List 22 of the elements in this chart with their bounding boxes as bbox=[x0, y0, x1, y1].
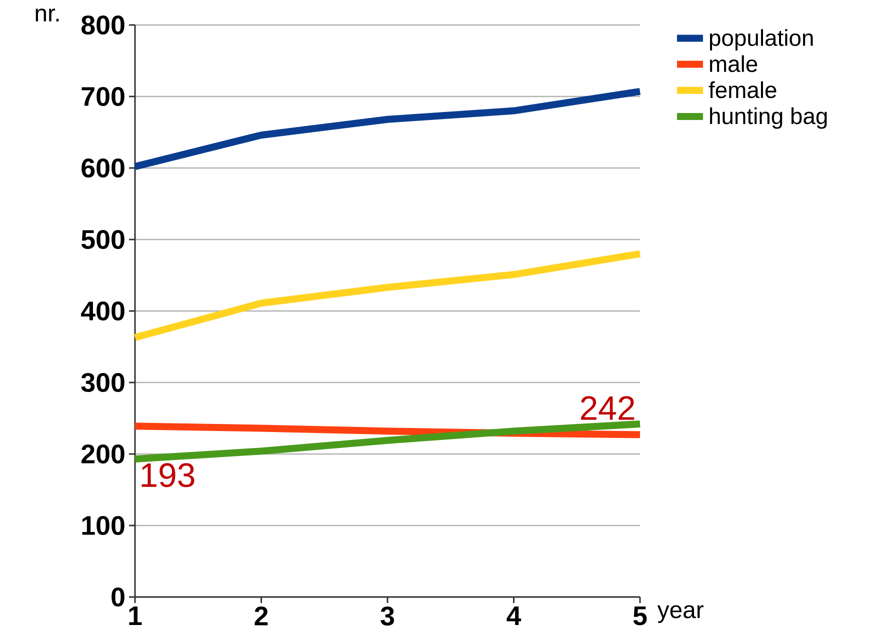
x-tick-label: 3 bbox=[380, 606, 394, 626]
legend-label: male bbox=[710, 55, 758, 72]
y-tick-label: 700 bbox=[82, 86, 124, 106]
y-tick-label: 600 bbox=[82, 158, 124, 178]
legend-label: hunting bag bbox=[710, 107, 827, 129]
x-tick-label: 2 bbox=[254, 606, 268, 626]
legend-label: population bbox=[710, 29, 813, 51]
x-tick-label: 4 bbox=[506, 606, 522, 626]
x-axis-title: year bbox=[657, 605, 704, 624]
legend-label: female bbox=[708, 81, 776, 98]
x-tick-label: 1 bbox=[129, 606, 142, 626]
y-tick-label: 500 bbox=[81, 230, 124, 250]
y-tick-label: 400 bbox=[81, 301, 124, 321]
annotation: 242 bbox=[580, 396, 634, 420]
x-tick-label: 5 bbox=[633, 606, 647, 626]
y-tick-label: 0 bbox=[112, 587, 124, 607]
y-tick-label: 800 bbox=[81, 15, 124, 35]
annotation: 193 bbox=[142, 463, 194, 488]
y-tick-label: 100 bbox=[82, 516, 124, 536]
y-axis-title: nr. bbox=[36, 8, 59, 22]
y-tick-label: 300 bbox=[81, 372, 124, 392]
y-tick-label: 200 bbox=[82, 444, 124, 464]
